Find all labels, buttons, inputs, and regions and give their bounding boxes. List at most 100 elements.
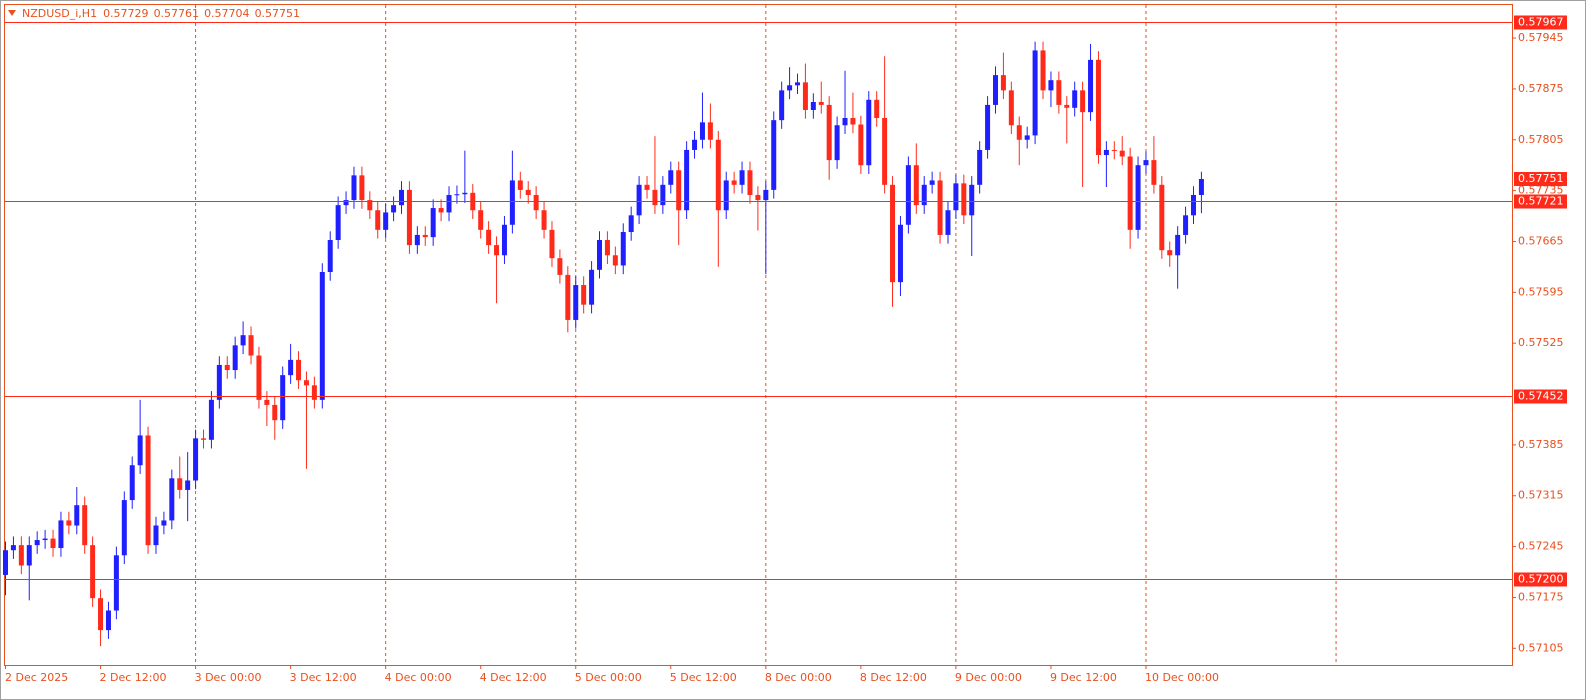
candle-body	[406, 189, 412, 246]
candle-body	[739, 170, 745, 185]
candle-body	[232, 345, 238, 371]
level-label: 0.57452	[1518, 390, 1564, 403]
candle-body	[343, 200, 349, 206]
candle-body	[177, 478, 183, 490]
header-marker	[8, 10, 16, 16]
candle-body	[533, 194, 539, 211]
candle-body	[486, 229, 492, 246]
candle-body	[288, 359, 294, 376]
candle-body	[993, 75, 998, 105]
candle-body	[82, 505, 88, 546]
candle-body	[58, 520, 64, 549]
candle-body	[961, 183, 967, 216]
candle-body	[692, 139, 698, 150]
candle-body	[810, 101, 816, 110]
candle-body	[826, 104, 832, 161]
candle-body	[787, 85, 793, 91]
last-high: 0.57761	[154, 7, 200, 20]
candle-body	[707, 122, 713, 140]
candle-body	[201, 438, 206, 440]
candle-body	[589, 269, 595, 305]
candle-body	[834, 125, 840, 161]
candle-body	[208, 399, 214, 440]
candle-body	[296, 359, 302, 381]
candle-body	[66, 520, 72, 526]
x-tick-label: 10 Dec 00:00	[1145, 671, 1219, 684]
candle-body	[161, 520, 167, 526]
candle-body	[977, 149, 983, 185]
candle-body	[1198, 179, 1204, 195]
candle-body	[945, 210, 951, 235]
x-tick-label: 2 Dec 2025	[5, 671, 68, 684]
candle-body	[34, 540, 40, 546]
candle-body	[969, 184, 975, 216]
candle-body	[240, 335, 246, 346]
candle-body	[383, 212, 389, 230]
candle-body	[905, 165, 911, 225]
candle-body	[581, 285, 587, 305]
candle-body	[335, 205, 341, 241]
chart-header: NZDUSD_i,H1 0.57729 0.57761 0.57704 0.57751	[22, 7, 300, 20]
y-tick-label: 0.57595	[1518, 285, 1564, 298]
candle-body	[1191, 194, 1196, 216]
candle-body	[604, 240, 610, 256]
level-label: 0.57721	[1518, 195, 1564, 208]
x-tick-label: 3 Dec 00:00	[195, 671, 262, 684]
candle-body	[1135, 165, 1141, 230]
candle-body	[1127, 156, 1133, 230]
candle-body	[137, 435, 143, 466]
candle-body	[145, 435, 151, 546]
candle-body	[462, 192, 468, 195]
last-close: 0.57751	[255, 7, 301, 20]
candle-body	[747, 170, 753, 195]
x-tick-label: 5 Dec 12:00	[670, 671, 737, 684]
candle-body	[264, 399, 270, 405]
y-tick-label: 0.57805	[1518, 133, 1564, 146]
candle-body	[121, 500, 127, 556]
y-tick-label: 0.57105	[1518, 641, 1564, 654]
candle-body	[10, 545, 16, 551]
candle-body	[850, 117, 856, 125]
candle-body	[359, 175, 365, 201]
candle-body	[446, 194, 452, 213]
candle-body	[802, 82, 808, 110]
candle-body	[3, 550, 8, 575]
last-low: 0.57704	[204, 7, 250, 20]
candle-body	[478, 210, 484, 230]
x-tick-label: 9 Dec 00:00	[955, 671, 1022, 684]
candle-body	[929, 180, 935, 185]
candle-body	[1056, 80, 1062, 105]
y-tick-label: 0.57175	[1518, 590, 1564, 603]
candle-body	[897, 224, 903, 283]
candle-body	[937, 180, 943, 235]
candle-body	[224, 364, 230, 371]
candle-body	[327, 240, 333, 272]
candle-body	[985, 104, 991, 150]
candle-body	[430, 208, 436, 238]
candle-body	[351, 175, 357, 201]
candle-body	[517, 180, 523, 190]
candle-body	[628, 215, 634, 233]
candle-body	[50, 538, 56, 549]
candle-body	[303, 380, 309, 386]
candle-body	[1080, 90, 1086, 113]
candle-body	[319, 271, 325, 400]
candle-body	[1159, 184, 1165, 251]
candle-body	[375, 210, 381, 230]
candle-body	[98, 598, 104, 631]
candle-body	[129, 465, 135, 501]
candle-body	[501, 224, 507, 256]
x-tick-label: 4 Dec 12:00	[480, 671, 547, 684]
candle-body	[1151, 160, 1157, 185]
candle-body	[1040, 50, 1046, 91]
candle-body	[676, 170, 682, 211]
price-label: 0.57751	[1518, 172, 1564, 185]
candle-body	[193, 438, 199, 481]
candle-body	[391, 205, 397, 213]
candle-body	[42, 538, 48, 541]
x-tick-label: 8 Dec 00:00	[765, 671, 832, 684]
candle-body	[248, 335, 254, 356]
